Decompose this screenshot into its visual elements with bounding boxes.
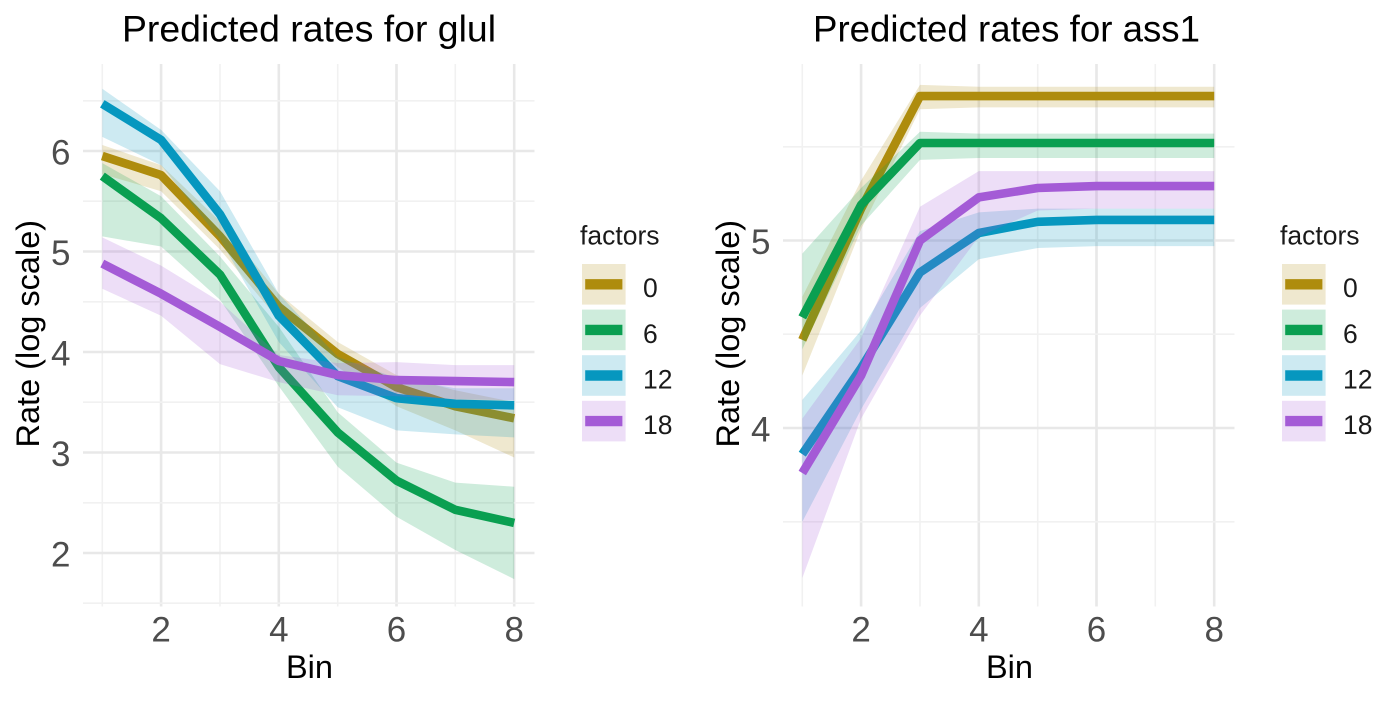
svg-text:18: 18 <box>643 410 672 440</box>
svg-text:12: 12 <box>1343 364 1372 394</box>
svg-text:Bin: Bin <box>286 649 333 685</box>
svg-text:0: 0 <box>1343 273 1358 303</box>
svg-text:0: 0 <box>643 273 658 303</box>
svg-text:2: 2 <box>851 611 870 650</box>
svg-text:6: 6 <box>51 133 70 172</box>
svg-text:6: 6 <box>1087 611 1106 650</box>
svg-text:8: 8 <box>504 611 523 650</box>
svg-text:2: 2 <box>51 535 70 574</box>
svg-text:4: 4 <box>969 611 988 650</box>
svg-text:4: 4 <box>751 410 770 449</box>
svg-text:5: 5 <box>51 234 70 273</box>
svg-text:6: 6 <box>1343 319 1358 349</box>
svg-text:Rate (log scale): Rate (log scale) <box>710 220 746 448</box>
svg-text:18: 18 <box>1343 410 1372 440</box>
svg-text:8: 8 <box>1204 611 1223 650</box>
svg-text:12: 12 <box>643 364 672 394</box>
svg-text:4: 4 <box>269 611 288 650</box>
svg-text:Predicted rates for glul: Predicted rates for glul <box>122 8 496 50</box>
svg-text:2: 2 <box>151 611 170 650</box>
svg-text:3: 3 <box>51 435 70 474</box>
svg-text:6: 6 <box>387 611 406 650</box>
svg-text:6: 6 <box>643 319 658 349</box>
svg-text:factors: factors <box>1280 221 1360 251</box>
svg-text:Rate (log scale): Rate (log scale) <box>10 220 46 448</box>
svg-text:Predicted rates for ass1: Predicted rates for ass1 <box>813 8 1200 50</box>
svg-text:Bin: Bin <box>986 649 1033 685</box>
svg-text:5: 5 <box>751 223 770 262</box>
svg-text:factors: factors <box>580 221 660 251</box>
svg-text:4: 4 <box>51 334 70 373</box>
